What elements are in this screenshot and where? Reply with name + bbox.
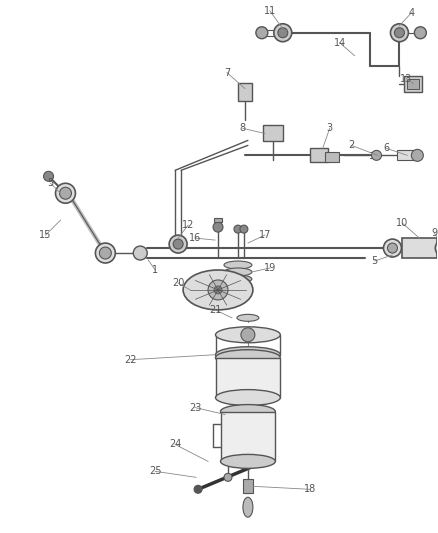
Bar bbox=[243, 479, 253, 493]
Text: 22: 22 bbox=[124, 354, 137, 365]
Circle shape bbox=[414, 27, 426, 39]
Circle shape bbox=[43, 171, 53, 181]
Text: 14: 14 bbox=[333, 38, 346, 48]
Circle shape bbox=[278, 28, 288, 38]
Circle shape bbox=[256, 27, 268, 39]
Text: 8: 8 bbox=[240, 124, 246, 133]
Text: 6: 6 bbox=[383, 143, 389, 154]
Bar bbox=[216, 358, 280, 398]
Text: 10: 10 bbox=[396, 218, 409, 228]
Circle shape bbox=[240, 225, 248, 233]
Circle shape bbox=[224, 473, 232, 481]
Ellipse shape bbox=[215, 327, 280, 343]
Circle shape bbox=[173, 239, 183, 249]
Text: 23: 23 bbox=[189, 402, 201, 413]
Circle shape bbox=[390, 24, 408, 42]
Circle shape bbox=[435, 239, 438, 257]
Text: 17: 17 bbox=[259, 230, 271, 240]
Circle shape bbox=[388, 243, 397, 253]
Circle shape bbox=[99, 247, 111, 259]
Circle shape bbox=[241, 328, 255, 342]
Bar bbox=[310, 148, 328, 163]
Ellipse shape bbox=[220, 455, 276, 469]
Text: 7: 7 bbox=[224, 68, 230, 78]
Text: 9: 9 bbox=[431, 228, 438, 238]
Text: 5: 5 bbox=[47, 178, 54, 188]
Circle shape bbox=[274, 24, 292, 42]
Circle shape bbox=[133, 246, 147, 260]
Ellipse shape bbox=[183, 270, 253, 310]
Circle shape bbox=[371, 150, 381, 160]
Text: 12: 12 bbox=[182, 220, 194, 230]
Text: 16: 16 bbox=[189, 233, 201, 243]
Circle shape bbox=[194, 486, 202, 493]
Bar bbox=[263, 125, 283, 141]
Circle shape bbox=[234, 225, 242, 233]
Text: 13: 13 bbox=[400, 74, 413, 84]
Text: 20: 20 bbox=[172, 278, 184, 288]
Text: 11: 11 bbox=[264, 6, 276, 16]
Text: 4: 4 bbox=[408, 8, 414, 18]
Circle shape bbox=[208, 280, 228, 300]
Circle shape bbox=[384, 239, 401, 257]
Circle shape bbox=[60, 187, 71, 199]
Ellipse shape bbox=[215, 347, 280, 362]
Bar bbox=[214, 218, 222, 222]
Bar bbox=[325, 152, 339, 163]
Text: 3: 3 bbox=[327, 124, 333, 133]
Circle shape bbox=[395, 28, 404, 38]
Text: 15: 15 bbox=[39, 230, 52, 240]
Circle shape bbox=[95, 243, 115, 263]
Text: 24: 24 bbox=[169, 439, 181, 449]
Ellipse shape bbox=[237, 314, 259, 321]
Circle shape bbox=[214, 286, 222, 294]
Circle shape bbox=[213, 222, 223, 232]
Circle shape bbox=[411, 149, 424, 161]
Circle shape bbox=[169, 235, 187, 253]
Ellipse shape bbox=[243, 497, 253, 517]
Bar bbox=[407, 78, 419, 88]
Text: 21: 21 bbox=[209, 305, 221, 315]
Text: 18: 18 bbox=[304, 484, 316, 494]
Ellipse shape bbox=[215, 350, 280, 366]
Bar bbox=[404, 76, 422, 92]
Bar bbox=[403, 238, 437, 258]
Ellipse shape bbox=[215, 390, 280, 406]
Ellipse shape bbox=[224, 275, 252, 283]
Text: 2: 2 bbox=[349, 140, 355, 150]
Text: 25: 25 bbox=[149, 466, 162, 477]
Circle shape bbox=[56, 183, 75, 203]
Ellipse shape bbox=[224, 268, 252, 276]
Ellipse shape bbox=[224, 261, 252, 269]
Text: 5: 5 bbox=[371, 256, 378, 266]
Text: 1: 1 bbox=[152, 265, 158, 275]
Ellipse shape bbox=[220, 405, 276, 418]
Bar bbox=[221, 411, 275, 462]
Text: 19: 19 bbox=[264, 263, 276, 273]
Bar bbox=[397, 150, 415, 160]
Bar bbox=[238, 83, 252, 101]
